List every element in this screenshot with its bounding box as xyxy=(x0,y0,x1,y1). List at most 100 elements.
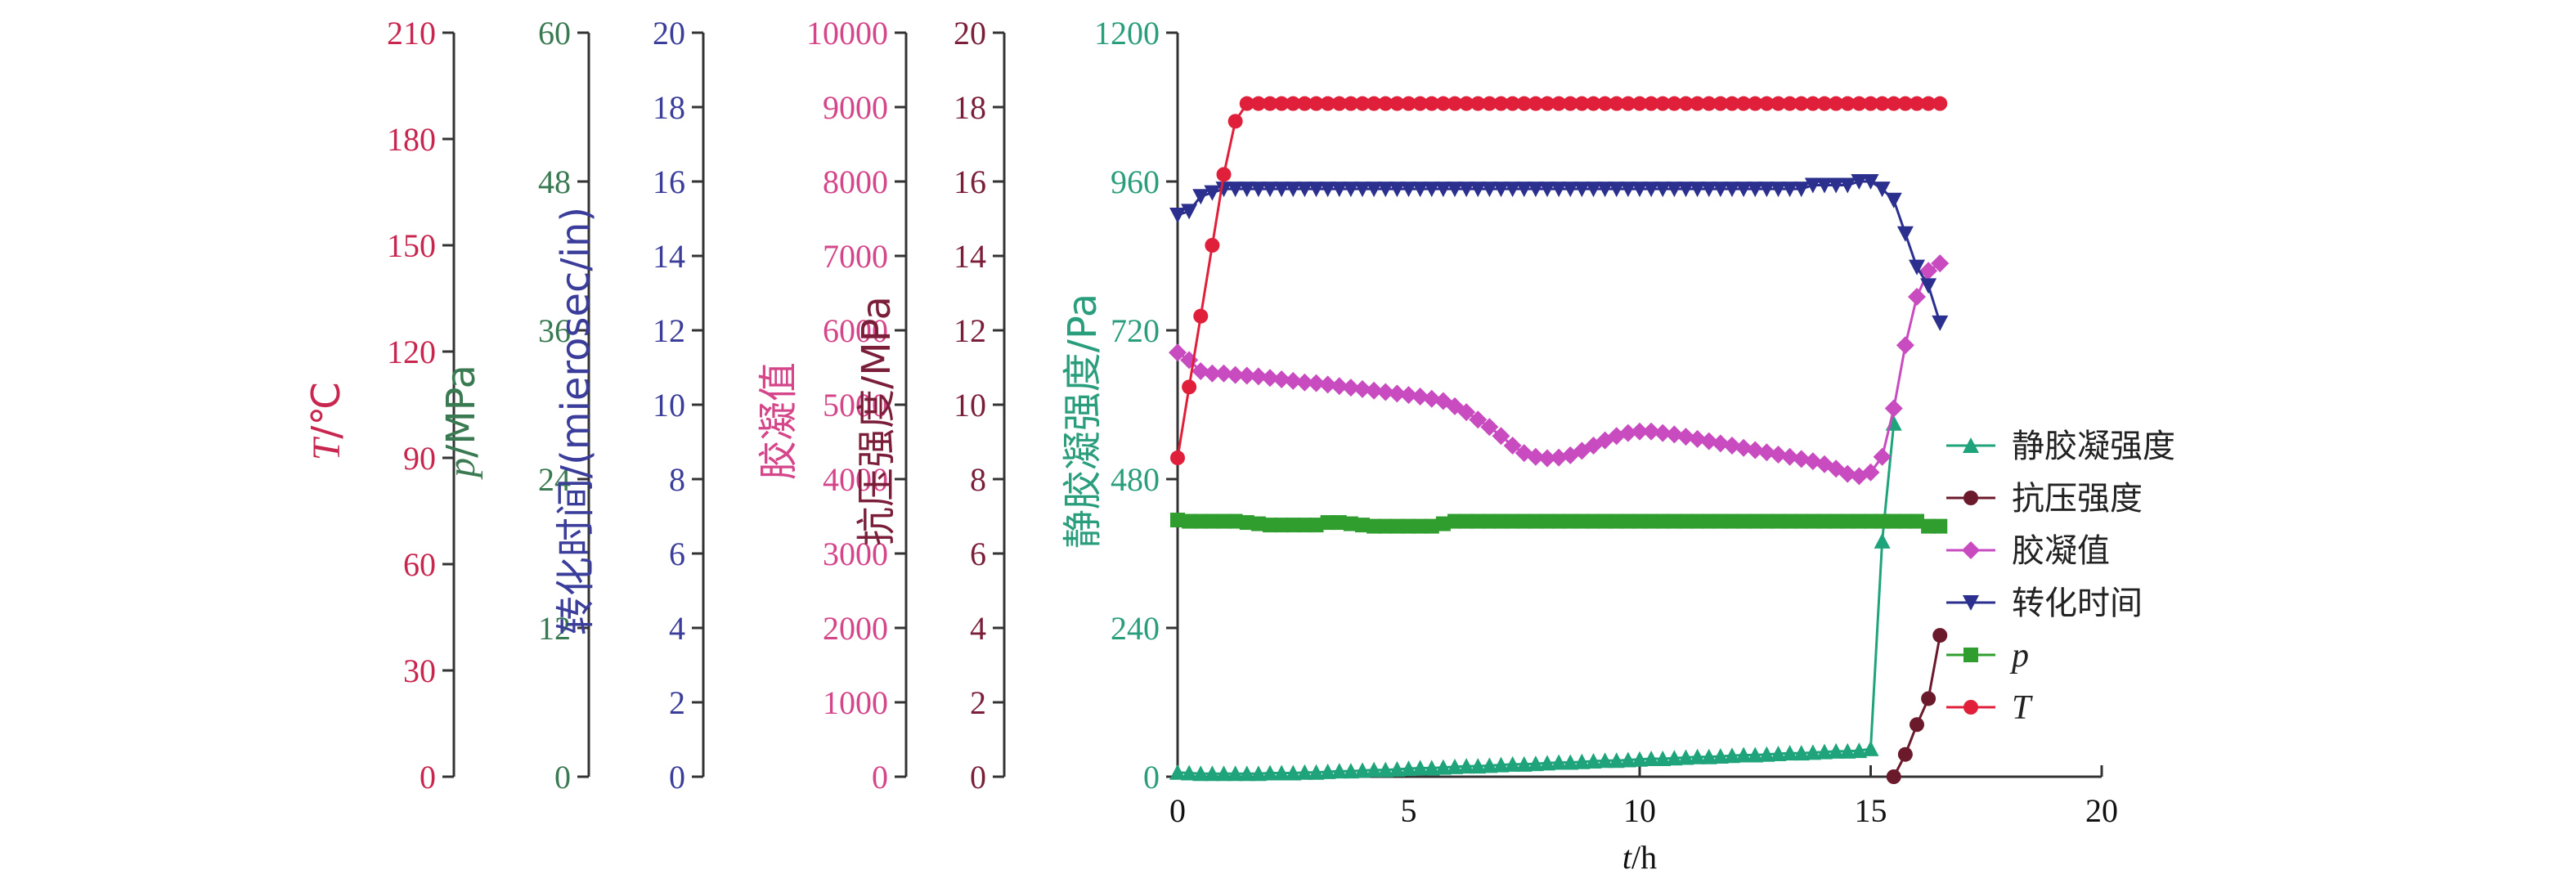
data-point xyxy=(1666,750,1683,766)
data-point xyxy=(1736,513,1752,529)
data-point xyxy=(1411,182,1429,198)
data-point xyxy=(1701,96,1717,111)
data-point xyxy=(1563,513,1578,529)
y-tick-label-sgs: 720 xyxy=(1111,312,1160,349)
y-tick-label-comp: 4 xyxy=(970,610,986,647)
data-point xyxy=(1331,515,1347,531)
y-axis-label-comp: 抗压强度/MPa xyxy=(854,296,900,546)
data-point xyxy=(1921,96,1936,111)
data-point xyxy=(1724,182,1740,198)
legend-marker xyxy=(1963,700,1978,715)
data-point xyxy=(1711,434,1730,453)
data-point xyxy=(1263,96,1277,111)
data-point xyxy=(1666,182,1683,198)
data-point xyxy=(1342,763,1359,779)
data-point xyxy=(1886,769,1901,784)
data-point xyxy=(1735,746,1752,763)
y-tick-label-comp: 10 xyxy=(954,387,986,424)
data-point xyxy=(1238,765,1255,782)
data-point xyxy=(1503,437,1522,455)
data-point xyxy=(1192,189,1209,205)
y-tick-label-T: 0 xyxy=(420,759,436,796)
data-point xyxy=(1331,763,1348,779)
data-point xyxy=(1412,518,1428,534)
data-point xyxy=(1401,518,1416,534)
data-point xyxy=(1736,96,1752,111)
data-point xyxy=(1470,758,1487,774)
data-point xyxy=(1863,513,1878,529)
data-point xyxy=(1192,362,1210,381)
data-point xyxy=(1631,182,1648,198)
y-tick-label-gel: 6000 xyxy=(823,312,888,349)
data-point xyxy=(1204,185,1221,201)
data-point xyxy=(1851,742,1868,759)
data-point xyxy=(1712,96,1728,111)
data-point xyxy=(1874,96,1890,111)
data-point xyxy=(1632,96,1647,111)
data-point xyxy=(1365,381,1384,400)
data-point xyxy=(1515,755,1533,772)
y-tick-label-p: 24 xyxy=(538,461,571,498)
series-4 xyxy=(1170,513,1948,534)
data-point xyxy=(1388,384,1407,403)
data-point xyxy=(1919,262,1938,280)
data-point xyxy=(1342,182,1359,198)
y-tick-label-gel: 5000 xyxy=(823,387,888,424)
data-point xyxy=(1851,174,1868,190)
data-point xyxy=(1227,513,1243,529)
data-point xyxy=(1701,513,1717,529)
data-point xyxy=(1205,238,1220,253)
data-point xyxy=(1169,343,1187,362)
y-tick-label-comp: 14 xyxy=(954,238,986,275)
data-point xyxy=(1782,513,1797,529)
y-tick-label-comp: 2 xyxy=(970,684,986,721)
data-point xyxy=(1910,96,1924,111)
data-point xyxy=(1643,751,1660,767)
data-point xyxy=(1655,96,1671,111)
y-tick-label-transit: 14 xyxy=(653,238,685,275)
y-tick-label-gel: 10000 xyxy=(806,15,888,52)
data-point xyxy=(1550,448,1568,467)
data-point xyxy=(1540,513,1555,529)
y-axis-label-p: p/MPa xyxy=(438,365,484,480)
data-point xyxy=(1272,370,1291,389)
data-point xyxy=(1921,518,1936,534)
data-point xyxy=(1295,373,1314,392)
data-point xyxy=(1609,513,1624,529)
data-point xyxy=(1297,96,1313,111)
data-point xyxy=(1169,764,1186,780)
legend-label-2: 胶凝值 xyxy=(2012,532,2110,570)
data-point xyxy=(1296,764,1313,780)
data-point xyxy=(1526,447,1545,466)
data-point xyxy=(1341,379,1360,397)
legend-marker xyxy=(1963,437,1979,453)
data-point xyxy=(1712,513,1728,529)
data-point xyxy=(1839,742,1856,759)
data-point xyxy=(1735,182,1752,198)
data-point xyxy=(1459,513,1474,529)
data-point xyxy=(1366,761,1383,778)
data-point xyxy=(1862,174,1879,190)
data-point xyxy=(1182,379,1197,395)
data-point xyxy=(1932,518,1948,534)
data-point xyxy=(1480,418,1499,437)
data-point xyxy=(1921,691,1936,706)
data-point xyxy=(1331,182,1348,198)
data-point xyxy=(1574,96,1590,111)
x-tick-label: 20 xyxy=(2085,792,2118,829)
y-tick-label-p: 36 xyxy=(538,312,571,349)
y-axis-label-T: T/℃ xyxy=(303,382,349,461)
legend-marker xyxy=(1963,648,1978,662)
data-point xyxy=(1182,513,1197,529)
data-point xyxy=(1528,513,1543,529)
data-point xyxy=(1596,182,1613,198)
data-point xyxy=(1861,463,1880,482)
series-line-2 xyxy=(1177,262,1941,477)
data-point xyxy=(1261,369,1279,388)
y-tick-label-transit: 20 xyxy=(653,15,685,52)
data-point xyxy=(1932,628,1948,643)
data-point xyxy=(1920,278,1937,294)
data-point xyxy=(1931,254,1950,273)
data-point xyxy=(1376,383,1395,401)
data-point xyxy=(1735,438,1753,457)
